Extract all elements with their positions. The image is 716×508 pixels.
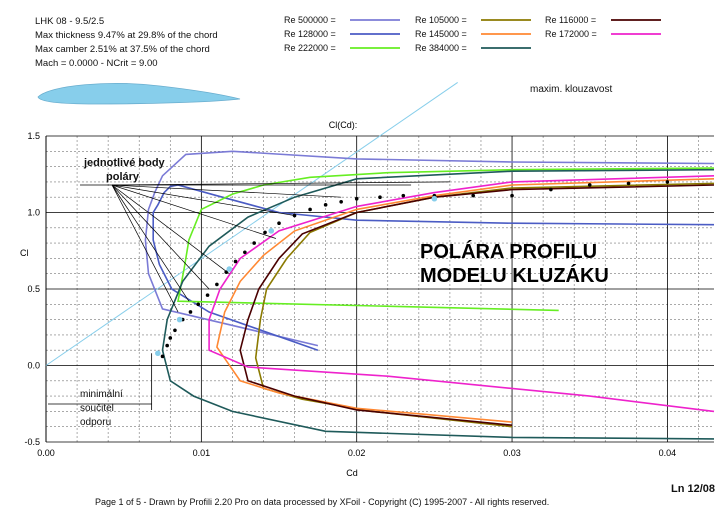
polar-point (510, 193, 514, 198)
highlight-point (268, 228, 275, 234)
page-number: Ln 12/08 (671, 483, 715, 495)
polar-point (308, 207, 312, 212)
polar-point (173, 328, 177, 333)
min-drag-line3: odporu (80, 417, 111, 428)
polar-point (339, 199, 343, 204)
max-glide-line (45, 82, 458, 366)
y-tick-label: 0.5 (27, 284, 40, 294)
highlight-point (226, 266, 233, 272)
info-line-name: LHK 08 - 9.5/2.5 (35, 16, 104, 27)
legend: Re 500000 = Re 105000 = Re 116000 = Re 1280… (284, 15, 661, 53)
polar-point (205, 293, 210, 297)
polar-point (587, 183, 592, 187)
polar-point (243, 250, 247, 255)
legend-label-3: Re 105000 = (415, 15, 467, 25)
x-tick-label: 0.03 (503, 448, 521, 458)
callout-line (111, 184, 179, 313)
polar-point (215, 282, 219, 287)
polar-point (165, 343, 169, 348)
legend-label-6: Re 116000 = (545, 15, 596, 25)
callout-line (111, 184, 230, 274)
x-axis-label: Cd (346, 468, 358, 478)
series-line-2 (177, 167, 715, 312)
footer-text: Page 1 of 5 - Drawn by Profili 2.20 Pro … (95, 497, 549, 507)
x-tick-label: 0.02 (348, 448, 366, 458)
polar-point (233, 259, 238, 264)
callout-line (111, 181, 450, 186)
callout-line (111, 184, 342, 198)
y-tick-label: -0.5 (24, 437, 40, 447)
info-line-mach: Mach = 0.0000 - NCrit = 9.00 (35, 58, 158, 69)
highlight-point (155, 350, 161, 357)
polar-point (665, 180, 670, 184)
polar-point (196, 302, 201, 307)
legend-label-1: Re 128000 = (284, 29, 336, 39)
highlight-point (176, 316, 183, 323)
x-tick-label: 0.01 (193, 448, 211, 458)
legend-label-5: Re 384000 = (415, 43, 467, 53)
points-label-line2: poláry (106, 171, 140, 183)
min-drag-line1: minimální (80, 389, 123, 400)
series-line-7 (208, 175, 715, 413)
polar-point (224, 270, 229, 274)
polar-point (252, 241, 256, 245)
y-tick-label: 1.5 (27, 131, 40, 141)
x-tick-label: 0.04 (659, 448, 677, 458)
big-title-line1: POLÁRA PROFILU (420, 240, 597, 263)
points-label-line1: jednotlivé body (83, 157, 166, 169)
polar-point (168, 336, 173, 340)
polar-point (354, 196, 359, 201)
legend-label-4: Re 145000 = (415, 29, 467, 39)
info-line-thickness: Max thickness 9.47% at 29.8% of the chor… (35, 30, 218, 41)
y-tick-label: 1.0 (27, 208, 40, 218)
polar-point (549, 187, 553, 192)
min-drag-line2: součitel (80, 403, 114, 414)
polar-point (378, 195, 382, 199)
polar-point (188, 310, 193, 314)
chart-title: Cl(Cd): (329, 120, 358, 130)
polar-point (263, 230, 267, 235)
callout-line (111, 184, 277, 239)
info-line-camber: Max camber 2.51% at 37.5% of the chord (35, 44, 210, 55)
polar-point (292, 213, 297, 218)
polar-point (277, 221, 281, 226)
legend-label-2: Re 222000 = (284, 43, 336, 53)
legend-label-0: Re 500000 = (284, 15, 336, 25)
airfoil-shape (37, 83, 241, 105)
polar-point (471, 193, 476, 198)
x-tick-label: 0.00 (37, 448, 55, 458)
series-line-0 (144, 150, 715, 347)
max-glide-label: maxim. klouzavost (530, 84, 612, 95)
callout-line (111, 184, 210, 290)
polar-point (626, 181, 631, 186)
y-axis-label: Cl (20, 248, 29, 258)
polar-point (160, 354, 165, 359)
airfoil-info: LHK 08 - 9.5/2.5 Max thickness 9.47% at … (35, 16, 218, 69)
polar-point (401, 193, 406, 198)
highlight-point (431, 195, 438, 202)
polar-point (323, 203, 328, 207)
y-tick-label: 0.0 (27, 361, 40, 371)
callout-line (111, 184, 190, 302)
plot-area: 0.00 0.01 0.02 0.03 0.04 -0.5 0.0 0.5 1.0 1.5 (24, 82, 715, 458)
legend-label-7: Re 172000 = (545, 29, 597, 39)
callout-line (111, 184, 295, 216)
big-title-line2: MODELU KLUZÁKU (420, 264, 609, 287)
